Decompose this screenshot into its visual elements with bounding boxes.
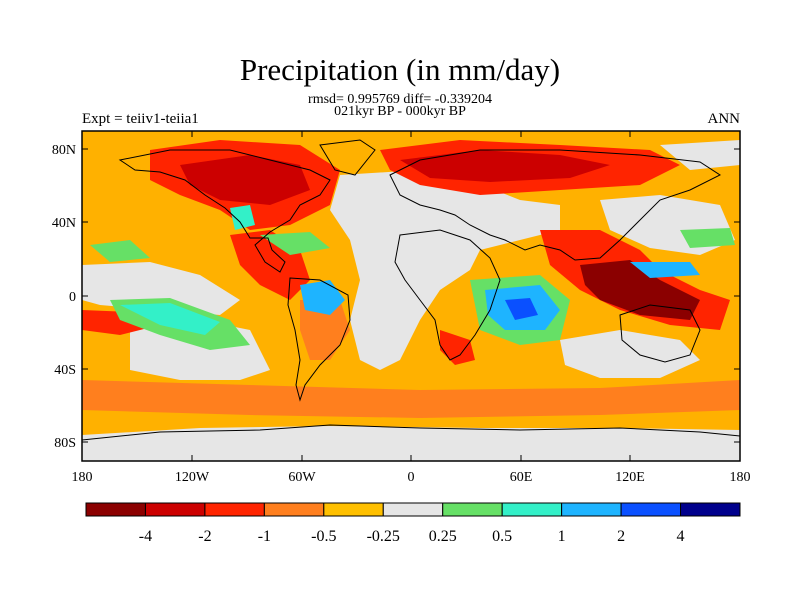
field-red-southamerica	[300, 300, 350, 360]
coast-eurasia	[389, 149, 722, 261]
coast-south-america	[287, 277, 351, 402]
coast-north-america	[118, 149, 331, 273]
field-neutral-northeast	[660, 140, 740, 170]
colorbar-swatch	[204, 502, 265, 517]
coast-australia	[619, 304, 701, 363]
period-line: 021kyr BP - 000kyr BP	[334, 104, 466, 119]
stats-line: rmsd= 0.995769 diff= -0.339204	[308, 92, 492, 107]
colorbar-label: 2	[617, 528, 625, 545]
colorbar-swatch	[323, 502, 384, 517]
experiment-label: Expt = teiiv1-teiia1	[82, 111, 199, 127]
colorbar-swatch	[85, 502, 146, 517]
colorbar-swatch	[561, 502, 622, 517]
field-darkred-maritime	[580, 260, 700, 320]
colorbar-swatch	[144, 502, 206, 517]
field-neutral-southindian	[560, 330, 700, 378]
field-green-southpacific	[680, 228, 735, 248]
colorbar-label: 1	[558, 528, 566, 545]
lat-tick-40N: 40N	[52, 216, 76, 231]
lat-tick-80S: 80S	[54, 436, 76, 451]
colorbar-label: -0.5	[311, 528, 336, 545]
lat-tick-0: 0	[69, 290, 76, 305]
field-deepblue-indian	[505, 298, 538, 320]
coastlines	[82, 139, 740, 441]
field-red-africa	[440, 330, 475, 365]
plot-title: Precipitation (in mm/day)	[239, 52, 561, 87]
coast-africa	[394, 229, 501, 361]
precip-field	[82, 131, 740, 461]
colorbar-swatch	[680, 502, 741, 517]
lon-tick-60W: 60W	[288, 470, 316, 485]
field-cyan-westpacific	[630, 262, 700, 278]
colorbar-label: -0.25	[367, 528, 400, 545]
colorbar-swatch	[501, 502, 563, 517]
colorbar-swatch	[382, 502, 444, 517]
lon-tick-180e: 180	[730, 470, 751, 485]
colorbar-label: -4	[139, 528, 152, 545]
lon-tick-120E: 120E	[615, 470, 645, 485]
lat-tick-40S: 40S	[54, 363, 76, 378]
colorbar-swatch	[263, 502, 325, 517]
coast-antarctica	[82, 424, 740, 441]
lat-axis: 80N 40N 0 40S 80S	[52, 143, 740, 451]
field-green-gulf	[260, 232, 330, 255]
field-orange-southern	[82, 380, 740, 418]
season-label: ANN	[707, 111, 741, 127]
coast-greenland	[319, 139, 376, 176]
lon-tick-180w: 180	[72, 470, 93, 485]
lon-tick-120W: 120W	[175, 470, 210, 485]
lat-tick-80N: 80N	[52, 143, 76, 158]
field-cyan-florida	[230, 205, 255, 230]
lon-axis: 180 120W 60W 0 60E 120E 180	[72, 131, 751, 485]
colorbar-label: -1	[258, 528, 271, 545]
field-neutral-atlantic	[330, 170, 560, 370]
lon-tick-0: 0	[408, 470, 415, 485]
colorbar-label: -2	[198, 528, 211, 545]
colorbar-swatch	[620, 502, 682, 517]
field-red-eastpacific-band	[82, 310, 160, 335]
field-cyan-pacific	[120, 303, 220, 335]
field-blue-amazon	[300, 280, 345, 315]
field-dark-north-america	[180, 155, 310, 205]
field-green-northpacific	[90, 240, 150, 262]
colorbar-label: 4	[677, 528, 685, 545]
lon-tick-60E: 60E	[510, 470, 533, 485]
field-dark-eurasia	[400, 150, 610, 182]
colorbar-swatch	[442, 502, 503, 517]
field-neutral-antarctica	[82, 426, 740, 461]
colorbar-label: 0.5	[492, 528, 512, 545]
colorbar-label: 0.25	[429, 528, 457, 545]
colorbar: -4 -2 -1 -0.5 -0.25 0.25 0.5 1 2 4	[85, 502, 741, 545]
